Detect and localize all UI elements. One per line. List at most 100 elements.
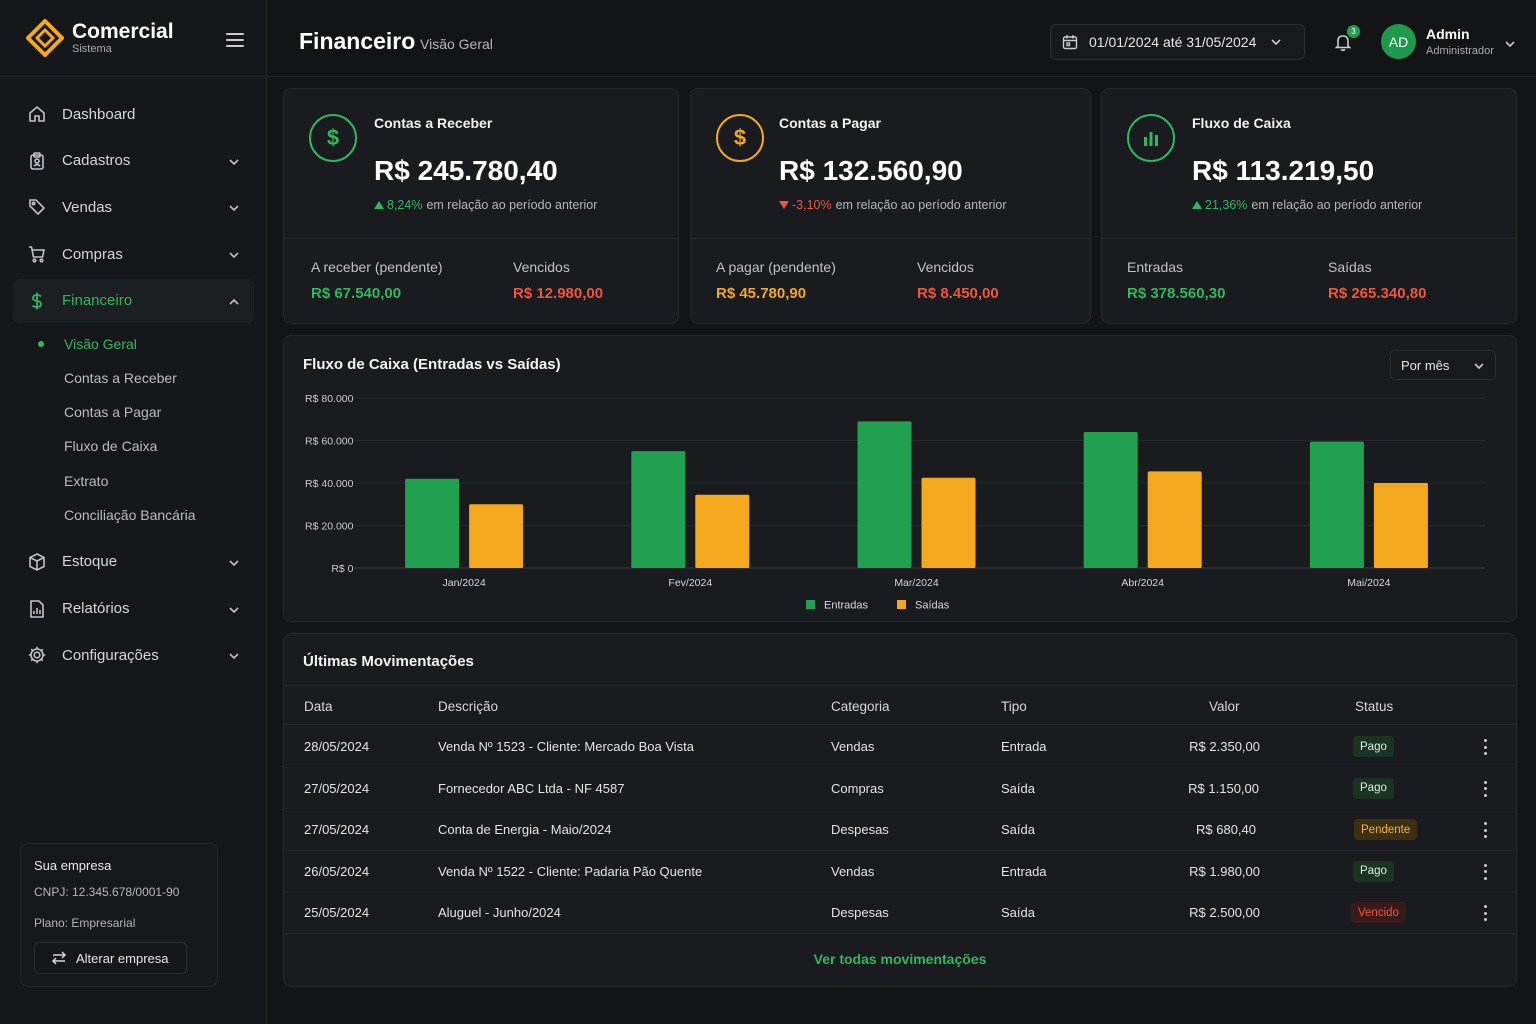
bell-icon[interactable] [1333,32,1353,52]
bar-entradas-mar-2024 [857,421,912,568]
gear-icon [27,645,47,665]
company-plan: Plano: Empresarial [34,916,136,930]
kpi-summary: $ Contas a Receber R$ 245.780,40 8,24% e… [284,89,678,239]
x-tick-label: Mar/2024 [894,577,939,589]
clipboard-icon [27,151,47,171]
column-header[interactable]: Data [304,699,333,714]
kpi-sub1-label: A receber (pendente) [311,259,443,275]
sidebar-item-configuracoes[interactable]: Configurações [13,633,254,677]
y-tick-label: R$ 0 [331,563,353,575]
bar-entradas-fev-2024 [631,451,686,568]
sidebar-item-label: Compras [62,245,123,263]
status-badge: Pendente [1354,819,1418,840]
more-options-icon[interactable] [1480,863,1490,880]
column-header[interactable]: Categoria [831,699,890,714]
x-tick-label: Jan/2024 [442,577,485,589]
swap-icon [51,951,67,965]
cell-category: Vendas [831,863,875,879]
kpi-delta-text: em relação ao período anterior [835,198,1007,212]
top-header: Financeiro Visão Geral 01/01/2024 até 31… [267,0,1536,77]
table-row[interactable]: 26/05/2024 Venda Nº 1522 - Cliente: Pada… [284,851,1516,892]
kpi-title: Contas a Receber [374,115,493,131]
subitem-contas-a-pagar[interactable]: Contas a Pagar [13,395,254,429]
subitem-visao-geral[interactable]: Visão Geral [13,327,254,361]
column-header[interactable]: Valor [1209,699,1240,714]
subitem-label: Contas a Pagar [64,404,162,421]
table-row[interactable]: 27/05/2024 Fornecedor ABC Ltda - NF 4587… [284,768,1516,809]
cell-description: Conta de Energia - Maio/2024 [438,822,612,837]
chevron-down-icon [228,201,240,219]
table-row[interactable]: 25/05/2024 Aluguel - Junho/2024 Despesas… [284,892,1516,934]
table-title: Últimas Movimentações [303,653,474,670]
cell-description: Fornecedor ABC Ltda - NF 4587 [438,780,625,796]
cashflow-chart: R$ 0 R$ 20.000 R$ 40.000 R$ 60.000 R$ 80.000… [305,393,1485,612]
sidebar-item-estoque[interactable]: Estoque [13,540,254,584]
period-select[interactable]: Por mês [1390,350,1496,380]
x-tick-label: Fev/2024 [668,577,712,589]
page-subtitle: Visão Geral [420,36,493,52]
sidebar-item-financeiro[interactable]: Financeiro [13,278,254,323]
bar-saídas-jan-2024 [469,504,524,568]
table-row[interactable]: 27/05/2024 Conta de Energia - Maio/2024 … [284,809,1516,851]
avatar[interactable]: AD [1381,24,1416,59]
kpi-sub2-label: Saídas [1328,259,1372,275]
cell-value: R$ 680,40 [1196,822,1256,837]
cell-category: Despesas [831,822,889,837]
date-range-picker[interactable]: 01/01/2024 até 31/05/2024 [1050,24,1305,60]
more-options-icon[interactable] [1480,739,1490,755]
y-tick-label: R$ 20.000 [305,521,354,533]
more-options-icon[interactable] [1480,822,1490,838]
chevron-down-icon [1473,360,1485,372]
more-options-icon[interactable] [1480,905,1490,921]
kpi-sub1-label: Entradas [1127,259,1184,275]
status-badge: Pago [1353,860,1394,882]
kpi-summary: Fluxo de Caixa R$ 113.219,50 21,36% em r… [1102,89,1516,239]
chevron-down-icon [228,155,240,173]
company-title: Sua empresa [34,858,112,873]
subitem-extrato[interactable]: Extrato [13,464,254,498]
sidebar-item-compras[interactable]: Compras [13,232,254,276]
sidebar-item-dashboard[interactable]: Dashboard [13,92,254,136]
more-options-icon[interactable] [1480,780,1490,797]
cell-category: Compras [831,780,884,796]
column-header[interactable]: Status [1355,699,1394,714]
column-header[interactable]: Descrição [438,699,499,714]
sidebar-item-vendas[interactable]: Vendas [13,185,254,229]
change-company-button[interactable]: Alterar empresa [34,942,187,974]
tag-icon [27,197,47,217]
company-card: Sua empresa CNPJ: 12.345.678/0001-90 Pla… [20,843,218,987]
bar-entradas-jan-2024 [405,478,460,568]
chart-title: Fluxo de Caixa (Entradas vs Saídas) [303,356,561,373]
sidebar-item-label: Dashboard [62,105,136,123]
y-tick-label: R$ 40.000 [305,478,354,490]
subitem-conciliacao-bancaria[interactable]: Conciliação Bancária [13,498,254,532]
see-all-transactions-link[interactable]: Ver todas movimentações [813,951,987,967]
cell-value: R$ 2.500,00 [1189,905,1260,920]
sidebar-item-relatorios[interactable]: Relatórios [13,587,254,631]
column-header[interactable]: Tipo [1001,699,1027,714]
table-row[interactable]: 28/05/2024 Venda Nº 1523 - Cliente: Merc… [284,726,1516,768]
bar-saídas-abr-2024 [1147,471,1202,568]
trend-up-icon [374,198,384,212]
kpi-sub1-label: A pagar (pendente) [716,259,836,275]
chevron-down-icon[interactable] [1504,37,1516,55]
status-badge: Vencido [1351,902,1406,923]
sidebar-item-cadastros[interactable]: Cadastros [13,139,254,183]
bar-entradas-abr-2024 [1083,432,1138,568]
menu-toggle-icon[interactable] [226,33,244,47]
subitem-fluxo-de-caixa[interactable]: Fluxo de Caixa [13,429,254,463]
legend-swatch-entradas [806,600,815,609]
subitem-contas-a-receber[interactable]: Contas a Receber [13,361,254,395]
y-tick-label: R$ 80.000 [305,393,354,405]
cell-type: Entrada [1001,739,1047,754]
kpi-sub2-label: Vencidos [513,259,570,275]
dollar-icon [27,291,47,311]
chevron-down-icon [228,556,240,574]
kpi-sub1-value: R$ 67.540,00 [311,285,402,302]
kpi-delta-text: em relação ao período anterior [1251,198,1423,212]
legend-swatch-saídas [897,600,906,609]
cell-date: 25/05/2024 [304,905,370,920]
cell-value: R$ 1.150,00 [1188,780,1259,796]
dollar-icon: $ [309,114,357,162]
brand-logo-icon [26,19,64,57]
